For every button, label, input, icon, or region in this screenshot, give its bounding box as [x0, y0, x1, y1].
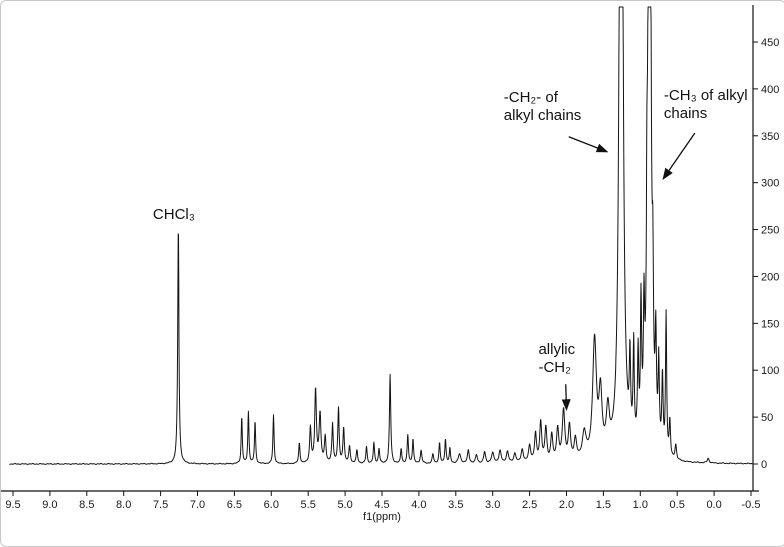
svg-text:4.5: 4.5 [374, 499, 389, 511]
svg-text:-0.5: -0.5 [742, 499, 761, 511]
svg-text:0: 0 [761, 459, 767, 471]
svg-text:400: 400 [761, 84, 779, 96]
svg-text:5.0: 5.0 [337, 499, 352, 511]
svg-text:300: 300 [761, 178, 779, 190]
svg-text:7.0: 7.0 [190, 499, 205, 511]
svg-text:7.5: 7.5 [153, 499, 168, 511]
annotation-ch3-alkyl: -CH₃ of alkyl chains [663, 87, 748, 123]
annotation-chcl3: CHCl₃ [152, 206, 195, 224]
svg-text:6.5: 6.5 [227, 499, 242, 511]
svg-text:5.5: 5.5 [301, 499, 316, 511]
svg-text:0.0: 0.0 [706, 499, 721, 511]
svg-text:250: 250 [761, 225, 779, 237]
svg-text:3.5: 3.5 [448, 499, 463, 511]
svg-text:100: 100 [761, 365, 779, 377]
svg-text:2.5: 2.5 [522, 499, 537, 511]
svg-text:8.0: 8.0 [116, 499, 131, 511]
svg-text:150: 150 [761, 318, 779, 330]
svg-text:1.0: 1.0 [633, 499, 648, 511]
svg-text:8.5: 8.5 [79, 499, 94, 511]
svg-text:3.0: 3.0 [485, 499, 500, 511]
svg-text:9.0: 9.0 [42, 499, 57, 511]
svg-text:350: 350 [761, 131, 779, 143]
svg-text:450: 450 [761, 37, 779, 49]
annotation-allylic-ch2: allylic -CH₂ [538, 341, 576, 377]
svg-text:6.0: 6.0 [264, 499, 279, 511]
svg-text:200: 200 [761, 271, 779, 283]
svg-text:9.5: 9.5 [5, 499, 20, 511]
axes: 9.5 9.0 8.5 8.0 7.5 7.0 6.5 6.0 5.5 5.0 4.5 4.0 3.5 3… [1, 5, 779, 511]
spectrum-trace [9, 6, 753, 465]
svg-text:50: 50 [761, 412, 773, 424]
annotation-arrows [561, 132, 696, 411]
svg-text:1.5: 1.5 [596, 499, 611, 511]
svg-text:0.5: 0.5 [670, 499, 685, 511]
svg-text:4.0: 4.0 [411, 499, 426, 511]
svg-text:2.0: 2.0 [559, 499, 574, 511]
x-axis-label: f1(ppm) [363, 511, 401, 523]
annotation-ch2-alkyl: -CH₂- of alkyl chains [503, 88, 582, 125]
